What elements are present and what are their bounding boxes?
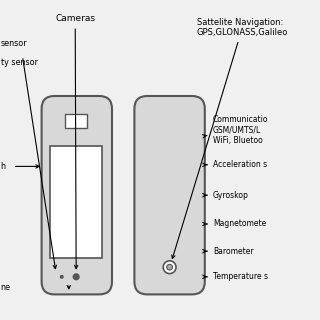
Text: sensor: sensor — [1, 39, 27, 48]
Text: ne: ne — [1, 284, 11, 292]
Circle shape — [60, 276, 63, 278]
Bar — [50, 146, 102, 258]
Text: Magnetomete: Magnetomete — [203, 220, 266, 228]
FancyBboxPatch shape — [134, 96, 205, 294]
Text: ty sensor: ty sensor — [1, 58, 38, 67]
Text: Barometer: Barometer — [203, 247, 253, 256]
Text: h: h — [1, 162, 6, 171]
Text: Cameras: Cameras — [55, 14, 95, 268]
Bar — [65, 114, 87, 128]
Text: Temperature s: Temperature s — [203, 272, 268, 281]
Text: Sattelite Navigation:
GPS,GLONASS,Galileo: Sattelite Navigation: GPS,GLONASS,Galile… — [172, 18, 288, 259]
Text: Gyroskop: Gyroskop — [203, 191, 249, 200]
Text: Communicatio
GSM/UMTS/L
WiFi, Bluetoo: Communicatio GSM/UMTS/L WiFi, Bluetoo — [203, 115, 268, 145]
Circle shape — [73, 274, 79, 280]
FancyBboxPatch shape — [42, 96, 112, 294]
Circle shape — [167, 264, 172, 270]
Text: Acceleration s: Acceleration s — [203, 160, 267, 169]
Circle shape — [163, 261, 176, 274]
